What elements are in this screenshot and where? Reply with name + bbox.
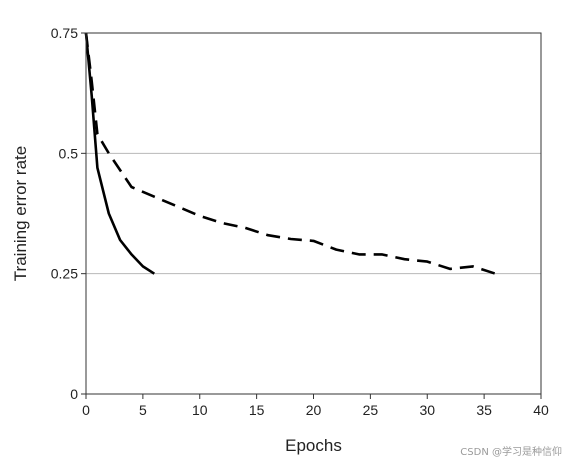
series-line-solid: [84, 32, 156, 275]
y-tick-label-0: 0: [70, 386, 78, 402]
x-tick-label-1: 5: [139, 402, 147, 418]
grid-lines: [86, 152, 541, 275]
x-tick-label-7: 35: [476, 402, 492, 418]
y-axis: 0 0.25 0.5 0.75: [51, 25, 86, 402]
watermark-text: CSDN @学习是种信仰: [460, 445, 562, 458]
y-tick-label-1: 0.25: [51, 266, 78, 282]
x-tick-label-8: 40: [533, 402, 549, 418]
x-tick-label-0: 0: [82, 402, 90, 418]
x-axis-title: Epochs: [285, 436, 342, 455]
y-tick-label-2: 0.5: [59, 145, 79, 161]
series-line-dashed: [84, 32, 496, 275]
x-tick-label-2: 10: [192, 402, 208, 418]
x-tick-label-5: 25: [363, 402, 379, 418]
y-axis-title: Training error rate: [11, 146, 30, 281]
plot-frame: [85, 32, 542, 395]
x-axis: 0 5 10 15 20 25 30 35 40: [82, 394, 549, 418]
x-tick-label-3: 15: [249, 402, 265, 418]
y-tick-label-3: 0.75: [51, 25, 78, 41]
x-tick-label-6: 30: [419, 402, 435, 418]
series-group: [84, 32, 496, 275]
x-tick-label-4: 20: [306, 402, 322, 418]
